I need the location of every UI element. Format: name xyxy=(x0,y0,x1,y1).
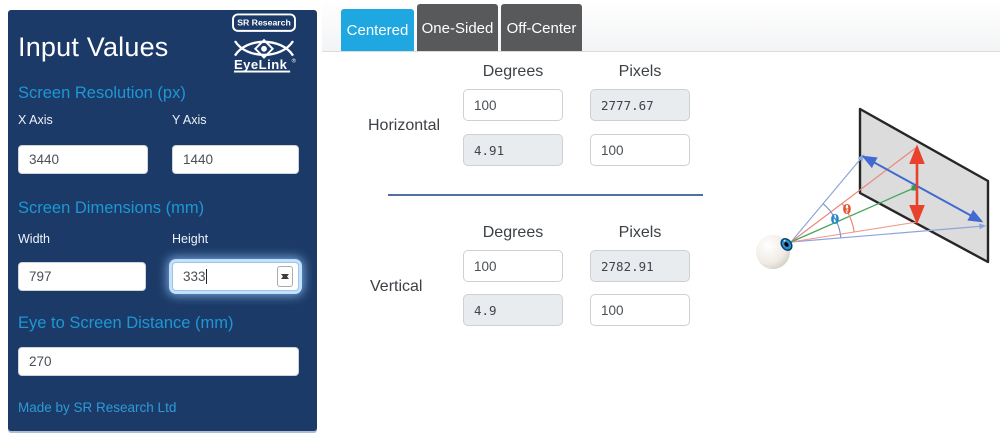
width-input[interactable] xyxy=(18,262,146,291)
vertical-angle-arc xyxy=(841,203,855,233)
width-label: Width xyxy=(18,232,50,246)
logo-sr-research-text: SR Research xyxy=(237,18,291,28)
visual-angle-diagram: θ θ xyxy=(756,107,990,269)
height-label: Height xyxy=(172,232,209,246)
sidebar-title: Input Values xyxy=(18,32,169,62)
horizontal-pixels-output xyxy=(590,89,690,121)
spinner-down-icon[interactable] xyxy=(281,274,289,279)
theta-vertical-label: θ xyxy=(843,203,852,218)
eyeball-icon xyxy=(756,235,793,269)
pixels-header-horizontal: Pixels xyxy=(618,63,662,80)
logo-registered-mark: ® xyxy=(292,57,297,64)
input-values-panel: Input Values SR Research EyeLink ® Scree… xyxy=(8,10,317,431)
vertical-degrees-output xyxy=(463,294,563,326)
degrees-header-horizontal: Degrees xyxy=(482,63,544,80)
sr-research-eyelink-logo: SR Research EyeLink ® xyxy=(232,13,297,73)
horizontal-row-label: Horizontal xyxy=(368,117,441,134)
degrees-header-vertical: Degrees xyxy=(482,224,544,241)
horizontal-pixels-input[interactable] xyxy=(590,134,690,166)
made-by-link[interactable]: Made by SR Research Ltd xyxy=(18,400,177,415)
section-heading-screen-dimensions: Screen Dimensions (mm) xyxy=(18,199,205,217)
text-caret xyxy=(206,269,207,284)
tab-off-center[interactable]: Off-Center xyxy=(501,4,582,52)
sight-line-bottom-right xyxy=(790,223,987,243)
sight-line-top-left xyxy=(790,154,865,243)
tab-one-sided[interactable]: One-Sided xyxy=(417,4,498,52)
vertical-row-label: Vertical xyxy=(370,278,423,295)
vertical-pixels-output xyxy=(590,250,690,282)
tab-centered[interactable]: Centered xyxy=(341,9,414,52)
horizontal-degrees-input[interactable] xyxy=(463,89,563,121)
horizontal-angle-arc xyxy=(822,203,842,238)
y-axis-label: Y Axis xyxy=(172,113,207,127)
horizontal-degrees-output xyxy=(463,134,563,166)
pixels-header-vertical: Pixels xyxy=(618,224,662,241)
section-heading-eye-distance: Eye to Screen Distance (mm) xyxy=(18,314,234,332)
vertical-degrees-input[interactable] xyxy=(463,250,563,282)
screen-panel xyxy=(858,107,990,264)
logo-eyelink-text: EyeLink xyxy=(234,57,288,72)
section-heading-screen-resolution: Screen Resolution (px) xyxy=(18,84,186,102)
logo-eye-icon xyxy=(233,38,295,59)
tab-bar-divider xyxy=(322,51,1000,52)
vertical-pixels-input[interactable] xyxy=(590,294,690,326)
number-spinner[interactable] xyxy=(277,266,293,287)
section-divider xyxy=(388,194,703,196)
eye-distance-input[interactable] xyxy=(18,347,299,376)
logo-underline xyxy=(234,70,291,73)
x-axis-label: X Axis xyxy=(18,113,53,127)
logo-border xyxy=(232,13,296,32)
y-axis-input[interactable] xyxy=(172,145,299,174)
theta-horizontal-label: θ xyxy=(831,213,840,228)
x-axis-input[interactable] xyxy=(18,145,148,174)
